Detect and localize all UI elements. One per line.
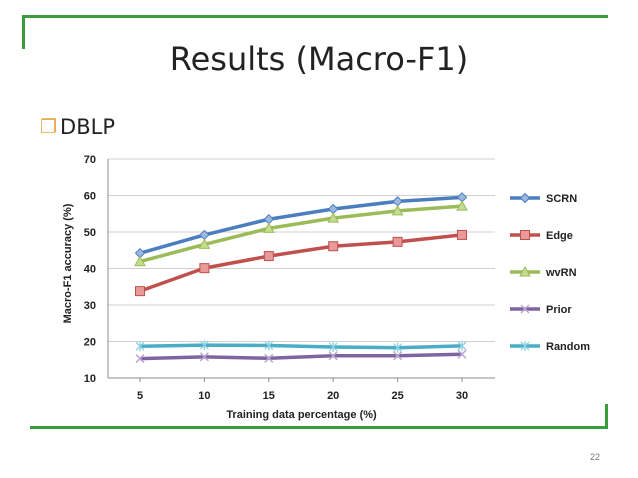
x-axis-title: Training data percentage (%) <box>226 409 377 421</box>
bullet-item: ❐ DBLP <box>40 115 115 139</box>
series-scrn <box>134 192 468 259</box>
data-point-wvrn <box>391 204 404 216</box>
marker-stroke <box>393 351 403 361</box>
y-tick-label: 60 <box>84 191 96 203</box>
data-point-random <box>393 342 403 353</box>
series-prior <box>135 349 467 364</box>
legend-swatch-marker <box>520 341 530 351</box>
legend-item-wvrn: wvRN <box>510 265 577 279</box>
data-point-random <box>135 341 145 352</box>
data-point-prior <box>135 354 145 364</box>
data-point-wvrn <box>134 255 146 267</box>
legend-item-edge: Edge <box>510 230 573 242</box>
data-point-random <box>199 340 209 351</box>
page-number: 22 <box>589 452 600 462</box>
data-point-wvrn <box>262 222 275 233</box>
y-tick-label: 30 <box>84 300 96 312</box>
data-point-edge <box>328 241 339 252</box>
y-tick-label: 50 <box>84 227 96 239</box>
marker-stroke <box>520 304 530 314</box>
legend-label: Edge <box>546 230 573 242</box>
data-point-prior <box>393 351 403 361</box>
data-point-edge <box>263 251 274 262</box>
series-edge <box>135 229 467 297</box>
legend-swatch-marker <box>519 192 531 204</box>
data-point-random <box>328 341 338 352</box>
series-line-random <box>139 343 463 350</box>
legend-swatch-marker <box>520 230 530 240</box>
y-axis-title: Macro-F1 accuracy (%) <box>62 203 74 323</box>
data-point-prior <box>457 349 467 359</box>
data-point-prior <box>328 351 338 361</box>
data-point-wvrn <box>327 212 340 223</box>
y-tick-label: 10 <box>84 373 96 385</box>
data-point-scrn <box>392 196 403 207</box>
series-layer <box>134 192 468 364</box>
marker-stroke <box>328 351 338 361</box>
legend-label: Prior <box>546 304 572 316</box>
data-point-prior <box>264 353 274 363</box>
slide-title: Results (Macro-F1) <box>169 40 469 78</box>
x-tick-label: 10 <box>198 390 210 402</box>
y-tick-label: 40 <box>84 264 96 276</box>
legend: SCRN Edge wvRN Prior Random <box>510 192 590 353</box>
data-point-edge <box>199 263 210 274</box>
legend-swatch-marker <box>519 265 531 277</box>
y-tick-label: 20 <box>84 337 96 349</box>
x-tick-label: 5 <box>137 390 143 402</box>
legend-item-random: Random <box>510 341 590 353</box>
top-accent-tick <box>22 15 25 49</box>
legend-label: wvRN <box>545 267 577 279</box>
series-random <box>135 340 467 353</box>
x-tick-label: 30 <box>456 390 468 402</box>
series-wvrn <box>134 200 468 267</box>
bullet-text: DBLP <box>60 115 115 139</box>
data-point-random <box>457 340 467 351</box>
bottom-accent-tick <box>605 404 608 429</box>
data-point-edge <box>457 229 467 240</box>
x-tick-label: 25 <box>391 390 403 402</box>
data-point-edge <box>392 236 403 247</box>
x-tick-label: 20 <box>327 390 339 402</box>
top-accent-line <box>22 15 608 18</box>
legend-item-scrn: SCRN <box>510 192 577 205</box>
data-point-random <box>264 340 274 351</box>
marker-stroke <box>457 349 467 359</box>
series-line-wvrn <box>139 204 463 264</box>
data-point-prior <box>199 352 209 362</box>
legend-label: SCRN <box>546 193 577 205</box>
bottom-accent-line <box>30 426 608 429</box>
legend-label: Random <box>546 341 590 353</box>
checkbox-bullet-icon: ❐ <box>40 116 58 138</box>
x-tick-label: 15 <box>263 390 275 402</box>
marker-stroke <box>135 354 145 364</box>
series-line-edge <box>139 233 463 293</box>
axis-layer: 10 20 30 40 50 60 70 5 10 15 20 25 30 <box>84 154 495 402</box>
series-line-prior <box>139 352 463 361</box>
legend-swatch-marker <box>520 304 530 314</box>
data-point-wvrn <box>456 200 468 211</box>
y-tick-label: 70 <box>84 154 96 166</box>
data-point-wvrn <box>198 238 211 249</box>
marker-stroke <box>199 352 209 362</box>
data-point-edge <box>135 286 145 297</box>
marker-stroke <box>264 353 274 363</box>
series-line-scrn <box>139 195 463 255</box>
legend-item-prior: Prior <box>510 304 572 316</box>
